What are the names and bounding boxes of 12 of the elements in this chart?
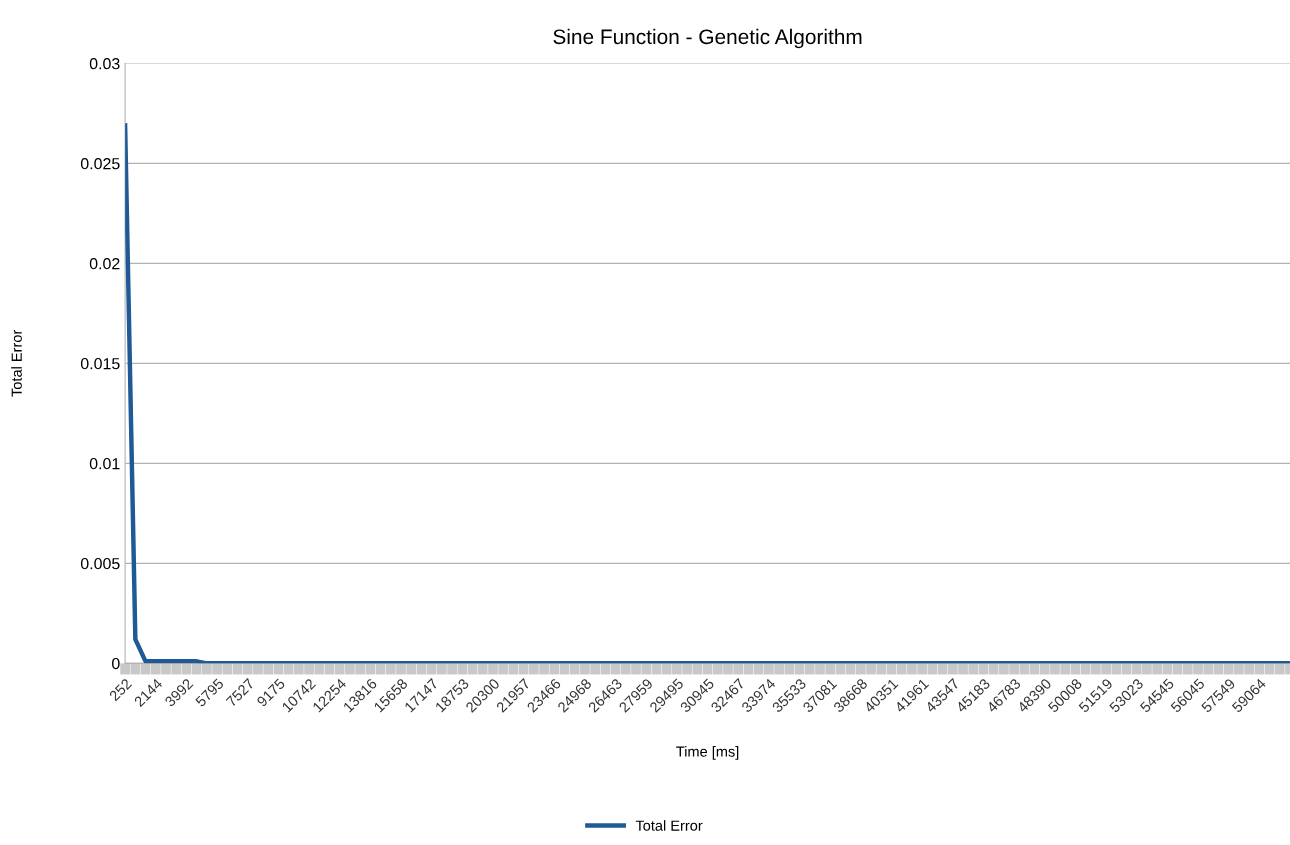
y-axis-title: Total Error <box>11 329 22 397</box>
y-tick-label: 0.01 <box>89 457 120 470</box>
y-tick-label: 0.015 <box>80 357 120 370</box>
y-tick-label: 0 <box>112 657 120 670</box>
y-tick-label: 0.02 <box>89 257 120 270</box>
y-tick-label: 0.025 <box>80 158 120 170</box>
x-axis-title: Time [ms] <box>676 746 739 760</box>
legend-label: Total Error <box>635 820 703 831</box>
chart-title: Sine Function - Genetic Algorithm <box>553 28 862 49</box>
y-tick-label: 0.005 <box>80 557 120 570</box>
y-tick-label: 0.03 <box>89 58 120 70</box>
x-tick-label: 252 <box>108 678 133 702</box>
